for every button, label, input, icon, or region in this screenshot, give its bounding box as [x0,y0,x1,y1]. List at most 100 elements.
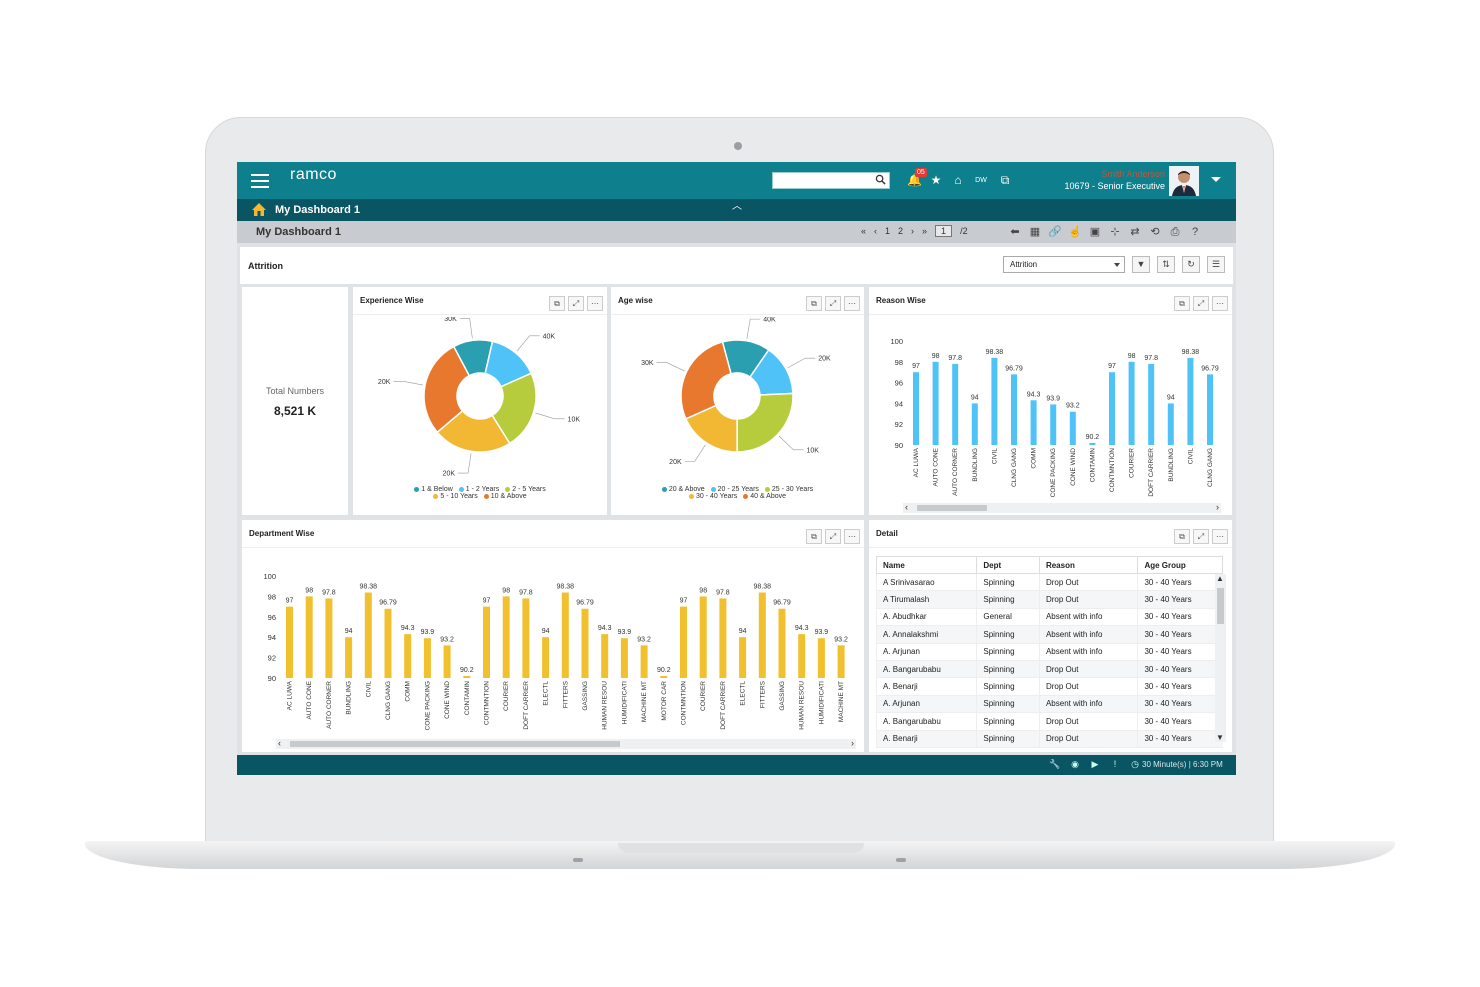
refresh-icon[interactable]: ⟲ [1150,226,1160,238]
bar[interactable] [699,596,707,678]
reason-scrollbar[interactable]: ‹ › [903,502,1221,513]
more-icon[interactable]: ⋯ [1212,296,1228,311]
open-external-icon[interactable]: ⧉ [806,296,822,311]
scroll-right-icon[interactable]: › [851,738,854,748]
sort-filter-icon[interactable]: ⇅ [1157,256,1175,273]
bar[interactable] [522,598,530,678]
table-row[interactable]: A Srinivasarao Spinning Drop Out 30 - 40 Ye… [875,573,1223,592]
page-1-link[interactable]: 1 [885,226,891,236]
bar[interactable] [758,592,766,678]
add-window-icon[interactable]: ⧉ [1000,173,1010,187]
wrench-icon[interactable]: 🔧 [1049,759,1061,769]
legend-item[interactable]: 20 & Above [661,486,705,493]
bar[interactable] [932,361,939,445]
hamburger-menu-icon[interactable] [251,174,269,188]
donut-slice[interactable] [736,392,794,453]
bar[interactable] [1167,403,1174,445]
expand-icon[interactable]: ⤢ [1193,529,1209,544]
globe-icon[interactable]: ◉ [1071,759,1079,769]
legend-item[interactable]: 5 - 10 Years [433,493,478,500]
bar[interactable] [817,638,825,678]
expand-icon[interactable]: ⤢ [568,296,584,311]
shuffle-icon[interactable]: ⇄ [1130,226,1140,238]
bar[interactable] [561,592,569,678]
bar[interactable] [1187,357,1194,445]
back-arrow-icon[interactable]: ⬅ [1010,226,1020,238]
column-header[interactable]: Reason [1038,556,1139,574]
column-header[interactable]: Age Group [1137,556,1223,574]
search-input[interactable] [772,172,890,189]
legend-item[interactable]: 2 - 5 Years [505,486,546,493]
bar[interactable] [719,598,727,678]
department-scrollbar[interactable]: ‹ › [276,738,856,749]
next-page-icon[interactable]: › [911,226,915,236]
bar[interactable] [660,675,668,678]
prev-page-icon[interactable]: ‹ [874,226,878,236]
bar[interactable] [1207,374,1213,445]
home-icon[interactable] [251,202,267,217]
table-row[interactable]: A. Arjunan Spinning Absent with info 30 - 4… [875,695,1223,714]
bar[interactable] [952,363,959,445]
image-icon[interactable]: ▣ [1089,226,1101,238]
page-2-link[interactable]: 2 [898,226,904,236]
bar[interactable] [1109,372,1115,445]
expand-icon[interactable]: ⤢ [825,529,841,544]
hand-icon[interactable]: ☝ [1068,226,1082,238]
collapse-chevron-up-icon[interactable]: ︿ [732,201,742,212]
hierarchy-icon[interactable]: ⊹ [1110,226,1120,238]
calendar-icon[interactable]: ▦ [1029,226,1041,238]
bar[interactable] [680,606,687,678]
bar[interactable] [1011,374,1017,445]
bar[interactable] [601,634,609,678]
detail-scrollbar[interactable]: ▲ ▼ [1215,574,1226,742]
alert-icon[interactable]: ! [1113,759,1117,769]
first-page-icon[interactable]: « [861,226,867,236]
legend-item[interactable]: 10 & Above [483,493,527,500]
filter-icon[interactable]: ▼ [1132,256,1150,273]
column-header[interactable]: Name [875,556,978,574]
search-icon[interactable] [875,174,886,185]
bar[interactable] [971,403,978,445]
scroll-right-icon[interactable]: › [1216,502,1219,512]
scroll-thumb[interactable] [290,741,620,747]
bar[interactable] [384,608,392,678]
bar[interactable] [1128,361,1135,445]
bank-icon[interactable]: ⌂ [954,173,962,187]
donut-slice[interactable] [680,340,732,420]
table-row[interactable]: A. Abudhkar General Absent with info 30 - 4… [875,608,1223,627]
bar[interactable] [364,592,372,678]
last-page-icon[interactable]: » [922,226,928,236]
bar[interactable] [404,634,412,678]
more-icon[interactable]: ⋯ [587,296,603,311]
open-external-icon[interactable]: ⧉ [1174,296,1190,311]
play-icon[interactable]: ▶ [1091,759,1099,769]
legend-item[interactable]: 1 & Below [414,486,453,493]
bar[interactable] [325,598,333,678]
table-row[interactable]: A. Arjunan Spinning Absent with info 30 - 4… [875,643,1223,661]
open-external-icon[interactable]: ⧉ [549,296,565,311]
bar[interactable] [305,596,313,678]
bar[interactable] [502,596,510,678]
bar[interactable] [345,637,353,678]
bar[interactable] [463,675,471,678]
attrition-select[interactable]: Attrition [1003,256,1125,273]
bar[interactable] [286,606,293,678]
legend-item[interactable]: 1 - 2 Years [458,486,499,493]
legend-item[interactable]: 30 - 40 Years [688,493,737,500]
table-row[interactable]: A. Benarji Spinning Drop Out 30 - 40 Years [875,730,1223,748]
link-icon[interactable]: 🔗 [1048,226,1062,238]
legend-item[interactable]: 25 - 30 Years [764,486,813,493]
open-external-icon[interactable]: ⧉ [1174,529,1190,544]
bar[interactable] [1030,400,1037,445]
bar[interactable] [798,634,806,678]
legend-item[interactable]: 20 - 25 Years [710,486,759,493]
expand-icon[interactable]: ⤢ [1193,296,1209,311]
bar[interactable] [991,357,998,445]
table-row[interactable]: A. Bangarubabu Spinning Drop Out 30 - 40 Ye… [875,660,1223,679]
bar[interactable] [423,638,431,678]
legend-item[interactable]: 40 & Above [743,493,786,500]
reset-icon[interactable]: ↻ [1182,256,1200,273]
bar[interactable] [581,608,589,678]
bar[interactable] [913,372,919,445]
more-icon[interactable]: ⋯ [1212,529,1228,544]
